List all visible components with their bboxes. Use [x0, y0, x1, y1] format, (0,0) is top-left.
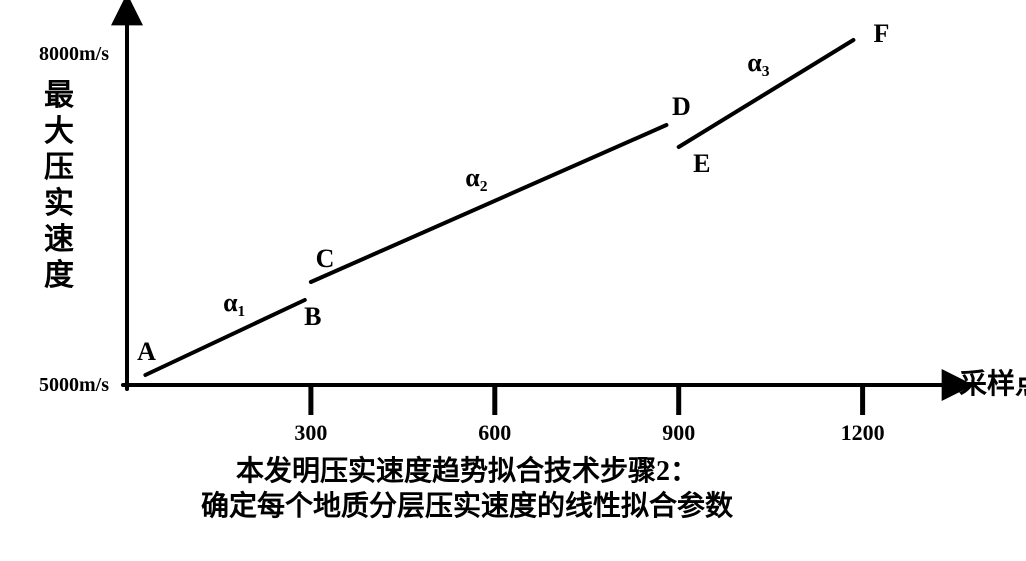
svg-text:最: 最: [44, 79, 74, 112]
point-label-b: B: [304, 302, 321, 331]
svg-text:大: 大: [44, 115, 74, 148]
segment-label-a2: α₂: [465, 163, 488, 192]
y-tick-top: 8000m/s: [39, 43, 109, 65]
x-axis-label: 采样点: [959, 367, 1026, 400]
y-axis-label: 最大压实速度: [44, 79, 74, 292]
caption-line-1: 本发明压实速度趋势拟合技术步骤2：: [236, 454, 698, 487]
svg-text:速: 速: [44, 223, 74, 256]
x-tick-label: 900: [662, 420, 695, 445]
x-ticks: 300 600 900 1200: [294, 385, 884, 445]
x-tick-label: 300: [294, 420, 327, 445]
point-label-c: C: [316, 244, 335, 273]
caption-line-2: 确定每个地质分层压实速度的线性拟合参数: [201, 489, 734, 522]
x-tick-label: 1200: [841, 420, 885, 445]
point-label-f: F: [873, 19, 889, 48]
point-label-a: A: [137, 337, 156, 366]
svg-text:实: 实: [44, 186, 74, 220]
y-tick-bottom: 5000m/s: [39, 374, 109, 396]
svg-text:压: 压: [44, 151, 74, 184]
svg-text:度: 度: [44, 259, 74, 292]
point-label-d: D: [672, 92, 691, 121]
segment-label-a1: α₁: [223, 288, 245, 317]
point-label-e: E: [693, 149, 710, 178]
x-tick-label: 600: [478, 420, 511, 445]
segment-label-a3: α₃: [747, 48, 770, 77]
segment-2: [311, 125, 667, 282]
